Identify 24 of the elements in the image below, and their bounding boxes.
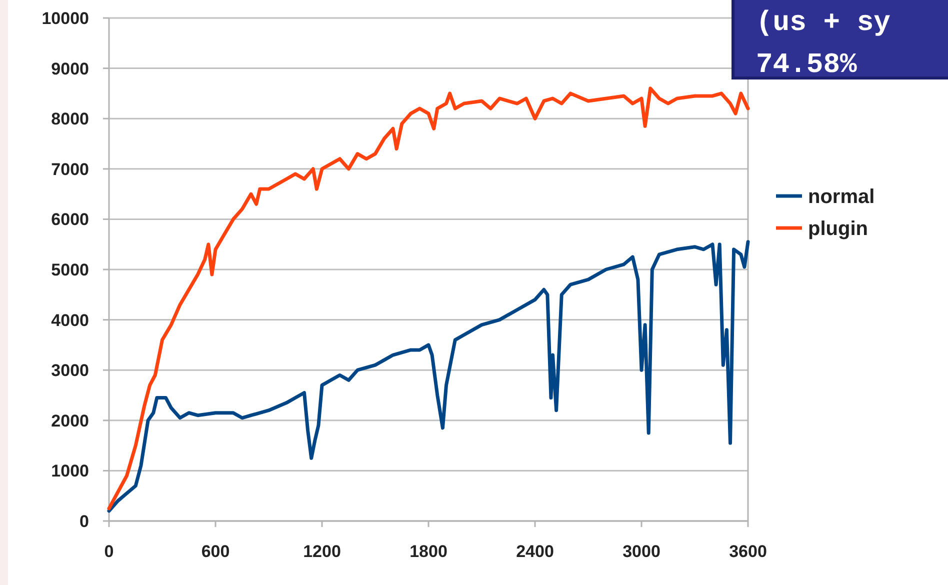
y-tick-label: 4000 xyxy=(51,310,89,330)
y-tick-label: 0 xyxy=(80,512,89,531)
y-tick-label: 5000 xyxy=(51,260,89,280)
y-tick-label: 10000 xyxy=(42,8,89,28)
legend-label: normal xyxy=(808,186,875,208)
y-tick-label: 3000 xyxy=(51,361,89,380)
y-tick-label: 8000 xyxy=(51,110,89,129)
y-tick-label: 1000 xyxy=(51,462,89,481)
line-series xyxy=(107,240,750,513)
text: (us + sy xyxy=(756,8,891,39)
x-tick-label: 3600 xyxy=(729,542,767,561)
line-series xyxy=(107,86,750,510)
legend-label: plugin xyxy=(808,218,868,240)
x-tick-label: 600 xyxy=(201,542,230,561)
x-tick-label: 2400 xyxy=(516,542,554,561)
y-tick-label: 7000 xyxy=(51,160,89,179)
y-tick-label: 6000 xyxy=(51,210,89,230)
text: 74.58% xyxy=(756,50,858,81)
x-tick-label: 0 xyxy=(104,542,114,561)
x-tick-label: 1200 xyxy=(303,542,341,561)
y-tick-label: 9000 xyxy=(51,59,89,78)
y-tick-label: 2000 xyxy=(51,411,89,430)
x-tick-label: 3000 xyxy=(622,542,660,561)
x-tick-label: 1800 xyxy=(410,542,448,561)
